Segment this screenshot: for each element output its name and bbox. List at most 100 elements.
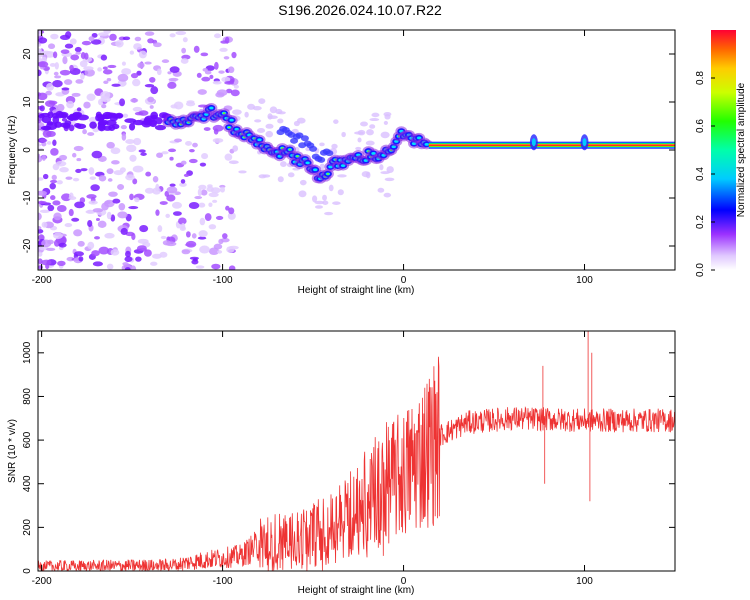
- noise-blob: [82, 129, 87, 135]
- noise-blob: [45, 100, 56, 108]
- noise-blob: [130, 72, 139, 79]
- noise-blob: [153, 42, 162, 48]
- noise-blob: [92, 261, 103, 267]
- ridge-center: [313, 168, 318, 172]
- noise-blob: [74, 46, 82, 53]
- noise-blob: [53, 212, 62, 221]
- noise-blob: [168, 77, 179, 82]
- noise-blob: [144, 187, 155, 194]
- noise-blob: [121, 61, 126, 66]
- noise-blob: [136, 245, 147, 252]
- noise-blob: [115, 112, 124, 119]
- noise-blob: [215, 215, 224, 220]
- noise-blob: [72, 152, 77, 158]
- noise-blob: [121, 133, 127, 141]
- noise-blob: [214, 33, 221, 39]
- noise-blob: [169, 66, 180, 73]
- noise-blob: [133, 43, 142, 50]
- noise-blob: [197, 236, 207, 240]
- snr-y-tick-label: 400: [22, 475, 33, 492]
- noise-blob: [149, 77, 156, 83]
- noise-blob: [218, 238, 224, 245]
- noise-blob: [208, 247, 220, 256]
- noise-blob: [41, 221, 48, 228]
- colorbar-label: Normalized spectral amplitude: [736, 82, 747, 217]
- noise-blob: [45, 90, 52, 96]
- noise-blob: [180, 222, 186, 230]
- noise-blob: [62, 56, 68, 65]
- noise-blob: [73, 251, 84, 257]
- noise-blob: [86, 209, 94, 214]
- noise-blob: [149, 119, 157, 128]
- noise-blob: [74, 201, 85, 209]
- colorbar: 0.0 0.2 0.4 0.6 0.8 Normalized spectral ampl…: [695, 30, 747, 277]
- noise-blob: [159, 251, 168, 258]
- noise-blob: [156, 68, 162, 76]
- noise-blob: [53, 232, 63, 239]
- noise-blob: [383, 192, 392, 198]
- noise-blob: [199, 162, 207, 167]
- ridge-peak: [326, 173, 330, 175]
- noise-blob: [258, 98, 266, 105]
- noise-blob: [355, 146, 362, 151]
- noise-blob: [227, 212, 236, 220]
- chart-title: S196.2026.024.10.07.R22: [278, 2, 442, 18]
- noise-blob: [168, 148, 177, 153]
- noise-blob: [97, 67, 102, 72]
- noise-blob: [71, 217, 80, 222]
- snr-series-line: [38, 331, 675, 571]
- noise-blob: [112, 198, 121, 204]
- ridge-center: [257, 138, 262, 142]
- noise-blob: [79, 197, 86, 204]
- noise-blob: [42, 173, 49, 180]
- noise-blob: [154, 124, 167, 131]
- noise-blob: [129, 50, 135, 55]
- noise-blob: [199, 217, 206, 226]
- noise-blob: [98, 174, 107, 182]
- noise-blob: [328, 184, 334, 192]
- noise-blob: [150, 261, 158, 266]
- noise-blob: [72, 111, 82, 117]
- noise-blob: [38, 212, 42, 221]
- noise-blob: [319, 142, 325, 147]
- noise-blob: [87, 220, 93, 228]
- noise-blob: [201, 76, 211, 82]
- noise-blob: [218, 70, 225, 74]
- noise-blob: [58, 242, 67, 248]
- noise-blob: [357, 129, 366, 136]
- noise-blob: [159, 201, 168, 205]
- noise-blob: [67, 115, 78, 121]
- noise-blob: [95, 217, 100, 222]
- noise-blob: [91, 32, 98, 38]
- noise-blob: [208, 202, 213, 207]
- noise-blob: [337, 189, 344, 196]
- noise-blob: [84, 68, 95, 77]
- noise-blob: [298, 190, 307, 198]
- snr-y-tick-label: 0: [22, 568, 33, 574]
- noise-blob: [101, 202, 109, 211]
- noise-blob: [222, 233, 228, 239]
- noise-blob: [129, 193, 134, 201]
- noise-blob: [265, 123, 274, 129]
- noise-blob: [220, 186, 225, 193]
- ridge-center: [229, 118, 234, 122]
- noise-blob: [66, 100, 74, 109]
- noise-blob: [106, 141, 115, 149]
- snr-panel: -200 -100 0 100 0 200 400 600 800 1000 Height of…: [7, 330, 676, 596]
- noise-blob: [98, 246, 110, 255]
- noise-blob: [86, 93, 96, 101]
- noise-blob: [162, 240, 171, 246]
- noise-blob: [75, 123, 87, 130]
- noise-blob: [384, 177, 395, 182]
- noise-blob: [50, 148, 59, 156]
- noise-blob: [49, 182, 56, 190]
- noise-blob: [232, 109, 242, 115]
- noise-blob: [104, 200, 111, 205]
- noise-blob: [38, 30, 42, 37]
- noise-blob: [293, 120, 300, 127]
- noise-blob: [110, 214, 116, 222]
- noise-blob: [181, 47, 187, 54]
- noise-blob: [52, 139, 57, 147]
- noise-blob: [150, 86, 159, 95]
- ridge-center: [424, 142, 429, 146]
